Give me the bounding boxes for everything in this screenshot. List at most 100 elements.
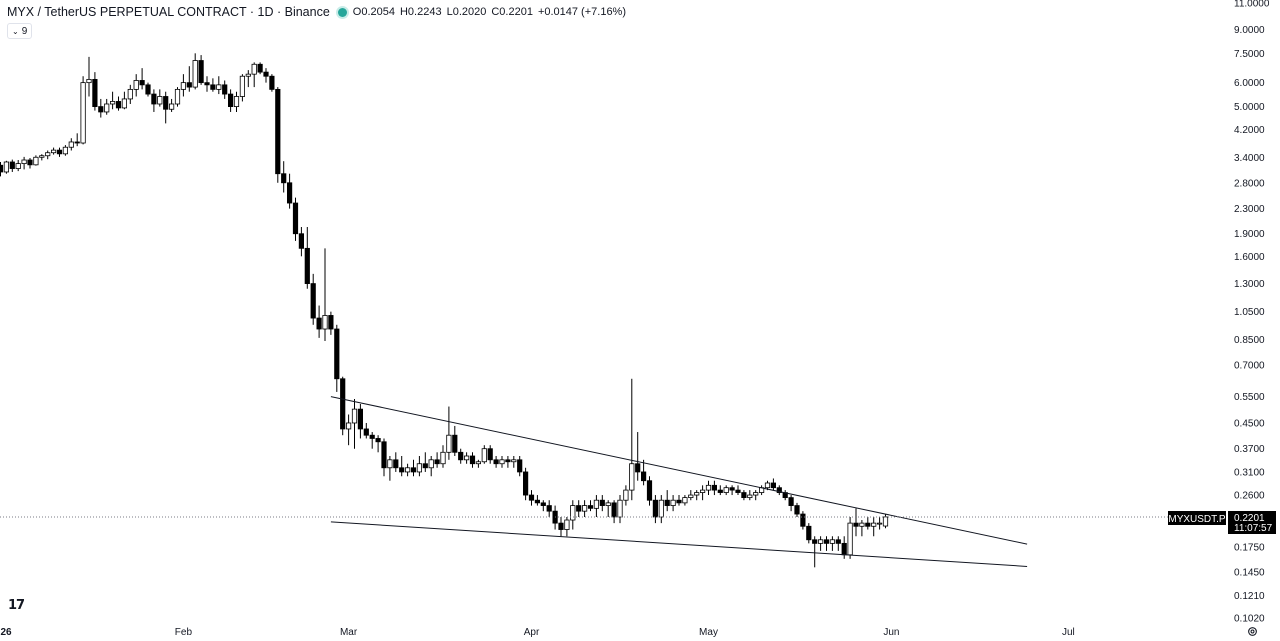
candle-up <box>605 502 611 506</box>
candle-down <box>487 448 493 461</box>
candle-up <box>723 487 729 493</box>
candle-up <box>747 494 753 499</box>
candle-up <box>475 461 482 465</box>
candle-down <box>340 378 346 430</box>
candle-up <box>3 161 9 173</box>
candle-up <box>499 459 505 465</box>
candle-down <box>204 82 210 86</box>
candle-down <box>210 84 216 90</box>
high-value: H0.2243 <box>399 6 442 18</box>
ohlc-values: O0.2054 H0.2243 L0.2020 C0.2201 +0.0147 … <box>353 6 626 18</box>
price-tick-label: 1.0500 <box>1234 307 1265 318</box>
candle-down <box>587 505 594 509</box>
candle-down <box>711 484 718 491</box>
candle-down <box>741 492 747 499</box>
candle-down <box>115 101 122 109</box>
candle-down <box>534 499 541 504</box>
candle-down <box>328 315 334 330</box>
candle-down <box>770 482 777 489</box>
candle-up <box>157 96 163 105</box>
candle-up <box>700 489 706 493</box>
candle-down <box>788 497 794 506</box>
candle-up <box>623 489 629 501</box>
market-open-dot-icon <box>337 7 347 17</box>
candle-down <box>528 494 535 501</box>
price-tick-label: 0.8500 <box>1234 335 1265 346</box>
candle-up <box>511 459 517 463</box>
change-value: +0.0147 (+7.16%) <box>537 6 627 18</box>
candle-down <box>841 542 847 556</box>
candle-up <box>617 499 623 518</box>
last-price-value: 0.2201 <box>1234 513 1265 524</box>
time-tick-label: May <box>699 627 718 638</box>
candle-up <box>168 103 175 110</box>
candle-down <box>334 328 340 380</box>
candle-down <box>286 182 293 204</box>
candle-down <box>835 539 841 544</box>
candle-down <box>9 161 15 169</box>
price-tick-label: 9.0000 <box>1234 25 1265 36</box>
candle-up <box>658 499 664 518</box>
candle-down <box>227 93 234 107</box>
candle-up <box>127 88 133 100</box>
symbol-title[interactable]: MYX / TetherUS PERPETUAL CONTRACT · 1D ·… <box>7 5 330 19</box>
candle-down <box>664 499 670 506</box>
tradingview-logo-icon[interactable]: 17 <box>8 598 25 613</box>
price-tick-label: 3.4000 <box>1234 153 1265 164</box>
price-axis[interactable]: 11.0000 9.0000 7.5000 6.0000 5.0000 4.2000 3.4… <box>1234 0 1270 625</box>
candle-up <box>446 434 452 453</box>
candle-down <box>0 164 4 173</box>
time-tick-label: Jun <box>883 627 899 638</box>
candle-up <box>121 98 127 109</box>
candle-up <box>51 149 57 154</box>
candle-down <box>357 408 364 430</box>
candle-up <box>829 539 836 544</box>
candle-down <box>469 455 476 465</box>
candle-up <box>233 96 240 107</box>
candle-down <box>635 463 641 473</box>
trendline-upper[interactable] <box>330 396 1028 545</box>
time-tick-label: Apr <box>524 627 540 638</box>
candle-down <box>263 71 269 77</box>
candle-down <box>316 317 322 330</box>
candle-up <box>251 63 257 75</box>
candle-up <box>33 156 39 166</box>
candle-wicks <box>0 53 886 568</box>
indicators-toggle-button[interactable]: ⌄ 9 <box>7 23 33 39</box>
candle-up <box>847 522 853 556</box>
price-tick-label: 0.1020 <box>1234 614 1265 625</box>
candle-up <box>216 84 222 90</box>
candle-down <box>540 502 546 506</box>
price-tick-label: 5.0000 <box>1234 102 1265 113</box>
candle-up <box>68 141 74 148</box>
candle-down <box>145 84 151 95</box>
candle-down <box>27 159 33 166</box>
candle-up <box>818 539 824 544</box>
candle-up <box>877 522 883 525</box>
candle-up <box>593 499 600 509</box>
candle-up <box>416 463 423 473</box>
candle-down <box>776 487 782 493</box>
gear-icon[interactable] <box>1247 626 1258 637</box>
candle-up <box>564 519 570 530</box>
candle-down <box>310 283 316 319</box>
candle-down <box>806 525 812 541</box>
price-tick-label: 0.4500 <box>1234 418 1265 429</box>
price-tick-label: 0.1450 <box>1234 567 1265 578</box>
candle-down <box>292 202 299 235</box>
candle-up <box>764 482 771 489</box>
trendline-lower[interactable] <box>330 521 1028 567</box>
candle-up <box>705 484 712 491</box>
price-tick-label: 0.3100 <box>1234 467 1265 478</box>
candle-up <box>180 82 186 90</box>
bar-countdown: 11:07:57 <box>1234 523 1273 534</box>
price-tick-label: 0.5500 <box>1234 392 1265 403</box>
candle-down <box>735 489 741 493</box>
trendlines[interactable] <box>330 396 1028 567</box>
candle-down <box>676 499 682 504</box>
candle-down <box>198 60 204 84</box>
candle-up <box>582 505 588 512</box>
price-tick-label: 7.5000 <box>1234 49 1265 60</box>
